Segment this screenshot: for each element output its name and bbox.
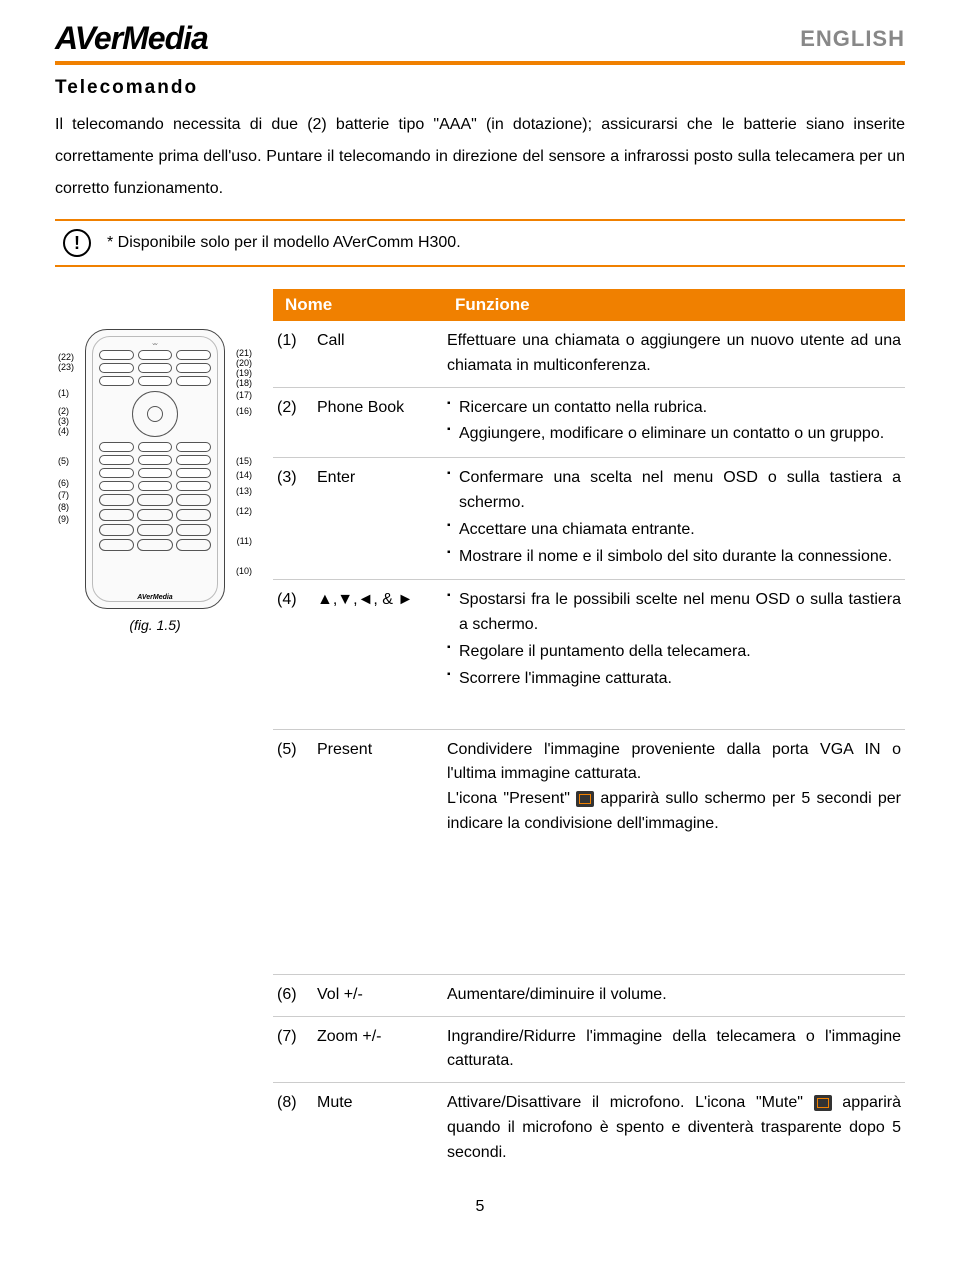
- main-content: 〰 AVerMedia (22) (23) (1): [55, 289, 905, 1174]
- callout: (21): [236, 348, 252, 358]
- figure-caption: (fig. 1.5): [55, 617, 255, 633]
- row-func: Attivare/Disattivare il microfono. L'ico…: [443, 1083, 905, 1173]
- remote-brand: AVerMedia: [86, 594, 224, 601]
- list-item: Aggiungere, modificare o eliminare un co…: [447, 422, 901, 447]
- callout: (3): [58, 416, 69, 426]
- row-func: Ricercare un contatto nella rubrica. Agg…: [443, 388, 905, 458]
- row-num: (4): [273, 580, 313, 701]
- row-func: Aumentare/diminuire il volume.: [443, 975, 905, 1016]
- row-name: Call: [313, 321, 443, 387]
- callout: (14): [236, 470, 252, 480]
- list-item: Regolare il puntamento della telecamera.: [447, 640, 901, 665]
- callout: (1): [58, 388, 69, 398]
- row-func: Condividere l'immagine proveniente dalla…: [443, 730, 905, 845]
- row-func: Effettuare una chiamata o aggiungere un …: [443, 321, 905, 387]
- table-row: (4) ▲,▼,◄, & ► Spostarsi fra le possibil…: [273, 580, 905, 701]
- callout: (12): [236, 506, 252, 516]
- table-row: (2) Phone Book Ricercare un contatto nel…: [273, 388, 905, 459]
- page-header: AVerMedia ENGLISH: [55, 20, 905, 65]
- alert-icon: !: [63, 229, 91, 257]
- mute-icon: [814, 1095, 832, 1111]
- row-name: ▲,▼,◄, & ►: [313, 580, 443, 701]
- func-text: Attivare/Disattivare il microfono. L'ico…: [447, 1094, 814, 1111]
- callout: (15): [236, 456, 252, 466]
- list-item: Accettare una chiamata entrante.: [447, 518, 901, 543]
- row-num: (1): [273, 321, 313, 387]
- row-num: (7): [273, 1017, 313, 1083]
- table-header: Nome Funzione: [273, 289, 905, 321]
- row-num: (5): [273, 730, 313, 845]
- callout: (8): [58, 502, 69, 512]
- func-text: L'icona "Present": [447, 790, 576, 807]
- row-name: Present: [313, 730, 443, 845]
- row-num: (8): [273, 1083, 313, 1173]
- row-name: Vol +/-: [313, 975, 443, 1016]
- callout: (6): [58, 478, 69, 488]
- callout: (22): [58, 352, 74, 362]
- row-func: Ingrandire/Ridurre l'immagine della tele…: [443, 1017, 905, 1083]
- table-row: (8) Mute Attivare/Disattivare il microfo…: [273, 1083, 905, 1173]
- list-item: Confermare una scelta nel menu OSD o sul…: [447, 466, 901, 516]
- callout: (11): [237, 536, 252, 546]
- row-num: (6): [273, 975, 313, 1016]
- language-label: ENGLISH: [800, 26, 905, 52]
- note-text: * Disponibile solo per il modello AVerCo…: [107, 234, 461, 252]
- table-row: (6) Vol +/- Aumentare/diminuire il volum…: [273, 975, 905, 1017]
- callout: (2): [58, 406, 69, 416]
- func-text: Condividere l'immagine proveniente dalla…: [447, 741, 901, 783]
- row-num: (3): [273, 458, 313, 579]
- callout: (4): [58, 426, 69, 436]
- callout: (20): [236, 358, 252, 368]
- callout: (5): [58, 456, 69, 466]
- callout: (19): [236, 368, 252, 378]
- remote-diagram: 〰 AVerMedia (22) (23) (1): [85, 329, 225, 609]
- figure-column: 〰 AVerMedia (22) (23) (1): [55, 289, 255, 1174]
- callout: (9): [58, 514, 69, 524]
- row-name: Zoom +/-: [313, 1017, 443, 1083]
- list-item: Ricercare un contatto nella rubrica.: [447, 396, 901, 421]
- callout: (13): [236, 486, 252, 496]
- callout: (10): [236, 566, 252, 576]
- list-item: Scorrere l'immagine catturata.: [447, 667, 901, 692]
- row-name: Enter: [313, 458, 443, 579]
- page-number: 5: [55, 1198, 905, 1216]
- list-item: Mostrare il nome e il simbolo del sito d…: [447, 545, 901, 570]
- th-func: Funzione: [443, 289, 905, 321]
- row-num: (2): [273, 388, 313, 458]
- list-item: Spostarsi fra le possibili scelte nel me…: [447, 588, 901, 638]
- table-row: (1) Call Effettuare una chiamata o aggiu…: [273, 321, 905, 388]
- table-row: (5) Present Condividere l'immagine prove…: [273, 730, 905, 845]
- section-title: Telecomando: [55, 77, 905, 99]
- intro-paragraph: Il telecomando necessita di due (2) batt…: [55, 109, 905, 205]
- th-name: Nome: [273, 289, 443, 321]
- callout: (17): [236, 390, 252, 400]
- callout: (18): [236, 378, 252, 388]
- callout: (16): [236, 406, 252, 416]
- row-name: Mute: [313, 1083, 443, 1173]
- table-column: Nome Funzione (1) Call Effettuare una ch…: [273, 289, 905, 1174]
- present-icon: [576, 791, 594, 807]
- row-func: Spostarsi fra le possibili scelte nel me…: [443, 580, 905, 701]
- row-func: Confermare una scelta nel menu OSD o sul…: [443, 458, 905, 579]
- table-row: (7) Zoom +/- Ingrandire/Ridurre l'immagi…: [273, 1017, 905, 1084]
- callout: (23): [58, 362, 74, 372]
- row-name: Phone Book: [313, 388, 443, 458]
- spacer: [273, 845, 905, 975]
- note-box: ! * Disponibile solo per il modello AVer…: [55, 219, 905, 267]
- brand-logo: AVerMedia: [55, 20, 208, 57]
- table-row: (3) Enter Confermare una scelta nel menu…: [273, 458, 905, 580]
- callout: (7): [58, 490, 69, 500]
